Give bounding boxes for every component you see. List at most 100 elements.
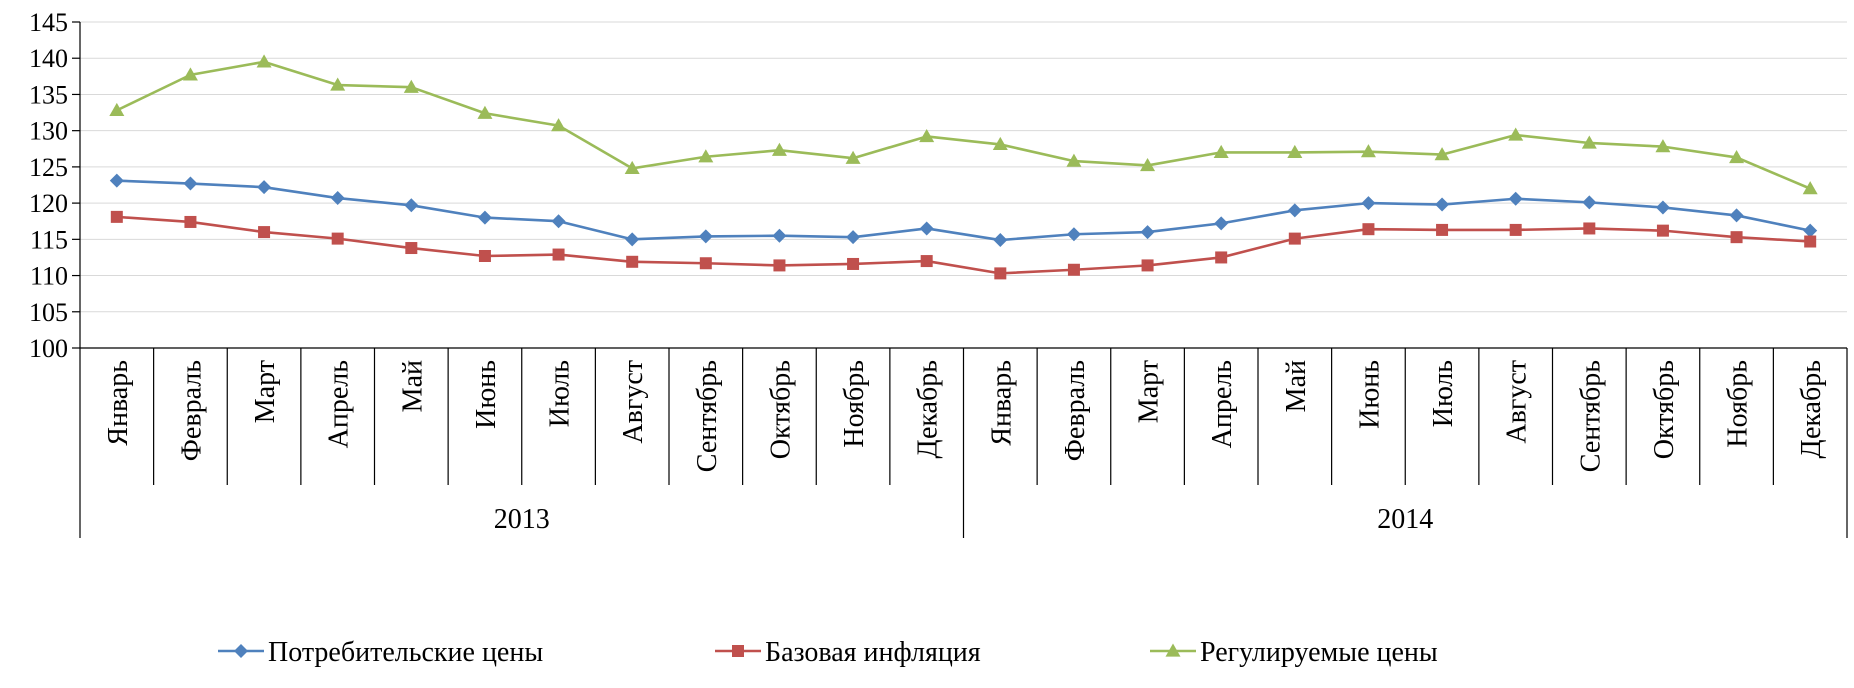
- data-point-marker: [699, 257, 712, 270]
- data-point-marker: [184, 215, 197, 228]
- data-point-marker: [110, 210, 123, 223]
- legend-label: Базовая инфляция: [765, 637, 981, 668]
- legend-item-2: Базовая инфляция: [715, 637, 981, 668]
- x-month-label: Август: [1502, 360, 1533, 444]
- data-point-marker: [1729, 149, 1745, 164]
- data-point-marker: [624, 160, 640, 174]
- data-point-marker: [405, 242, 418, 255]
- data-point-marker: [1067, 263, 1080, 276]
- series-line: [116, 179, 1811, 242]
- data-point-marker: [1214, 216, 1229, 231]
- x-month-label: Январь: [103, 360, 134, 446]
- series-2: [110, 210, 1817, 280]
- data-point-marker: [1802, 181, 1818, 195]
- data-point-marker: [1066, 153, 1082, 167]
- data-point-marker: [1583, 222, 1596, 235]
- x-month-label: Июль: [545, 360, 576, 427]
- data-point-marker: [234, 644, 248, 658]
- data-point-marker: [698, 149, 714, 163]
- data-point-marker: [1803, 223, 1818, 238]
- x-month-label: Декабрь: [1796, 360, 1827, 459]
- x-month-label: Сентябрь: [692, 360, 723, 472]
- data-point-marker: [1288, 232, 1301, 245]
- y-tick-label: 145: [29, 8, 68, 37]
- series-line: [116, 215, 1811, 275]
- x-month-label: Август: [618, 360, 649, 444]
- x-month-label: Апрель: [1207, 360, 1238, 448]
- x-month-label: Сентябрь: [1575, 360, 1606, 472]
- series-layer: [109, 54, 1818, 280]
- data-point-marker: [478, 249, 491, 262]
- data-point-marker: [1656, 224, 1669, 237]
- y-tick-label: 115: [30, 225, 68, 254]
- x-month-label: Февраль: [176, 360, 207, 461]
- x-year-label: 2014: [1377, 504, 1433, 535]
- y-tick-label: 120: [29, 189, 68, 218]
- data-point-marker: [847, 257, 860, 270]
- data-point-marker: [919, 221, 934, 236]
- data-point-marker: [1804, 235, 1817, 248]
- data-point-marker: [183, 176, 198, 191]
- data-point-marker: [1141, 259, 1154, 272]
- y-tick-label: 140: [29, 44, 68, 73]
- data-point-marker: [1362, 223, 1375, 236]
- series-1: [109, 173, 1818, 248]
- x-month-label: Декабрь: [913, 360, 944, 459]
- data-point-marker: [1581, 135, 1597, 149]
- y-axis: 100 105 110 115 120 125 130 135 140 145: [29, 8, 81, 363]
- data-point-marker: [1655, 139, 1671, 153]
- data-point-marker: [1729, 208, 1744, 223]
- data-point-marker: [551, 118, 567, 132]
- y-tick-label: 125: [29, 153, 68, 182]
- data-point-marker: [771, 142, 787, 156]
- data-point-marker: [845, 150, 861, 164]
- data-point-marker: [1287, 203, 1302, 218]
- data-point-marker: [256, 54, 272, 68]
- legend-label: Регулируемые цены: [1200, 637, 1438, 668]
- data-point-marker: [1165, 643, 1181, 657]
- data-point-marker: [919, 128, 935, 143]
- gridlines: [80, 21, 1847, 313]
- data-point-marker: [552, 248, 565, 261]
- data-point-marker: [846, 230, 861, 245]
- x-month-label: Январь: [986, 360, 1017, 446]
- y-tick-label: 135: [29, 80, 68, 109]
- data-point-marker: [404, 198, 419, 213]
- data-point-marker: [1434, 147, 1450, 161]
- data-point-marker: [994, 267, 1007, 280]
- data-point-marker: [1215, 251, 1228, 264]
- x-month-label: Май: [1281, 360, 1312, 412]
- data-point-marker: [330, 77, 346, 91]
- data-point-marker: [626, 255, 639, 268]
- data-point-marker: [1213, 144, 1229, 159]
- x-month-label: Март: [250, 360, 281, 423]
- data-point-marker: [1509, 223, 1522, 236]
- data-point-marker: [1508, 191, 1523, 206]
- y-tick-label: 100: [29, 334, 68, 363]
- y-tick-label: 130: [29, 117, 68, 146]
- data-point-marker: [1435, 197, 1450, 212]
- data-point-marker: [1730, 231, 1743, 244]
- x-axis: Январь Февраль Март Апрель Май Июнь Июль Август…: [79, 347, 1848, 538]
- data-point-marker: [625, 232, 640, 247]
- data-point-marker: [993, 233, 1008, 248]
- series-line: [116, 60, 1811, 190]
- legend-item-1: Потребительские цены: [218, 637, 543, 668]
- data-point-marker: [992, 136, 1008, 151]
- legend: Потребительские цены Базовая инфляция Регу…: [218, 637, 1438, 668]
- data-point-marker: [182, 67, 198, 81]
- data-point-marker: [773, 259, 786, 272]
- data-point-marker: [920, 255, 933, 268]
- x-month-label: Апрель: [324, 360, 355, 448]
- x-month-label: Октябрь: [1649, 360, 1680, 459]
- data-point-marker: [698, 229, 713, 244]
- data-point-marker: [477, 210, 492, 225]
- data-point-marker: [331, 232, 344, 245]
- series-3: [109, 54, 1818, 195]
- legend-item-3: Регулируемые цены: [1150, 637, 1438, 668]
- data-point-marker: [732, 645, 744, 657]
- x-month-label: Июнь: [471, 360, 502, 429]
- data-point-marker: [1436, 223, 1449, 236]
- data-point-marker: [257, 180, 272, 195]
